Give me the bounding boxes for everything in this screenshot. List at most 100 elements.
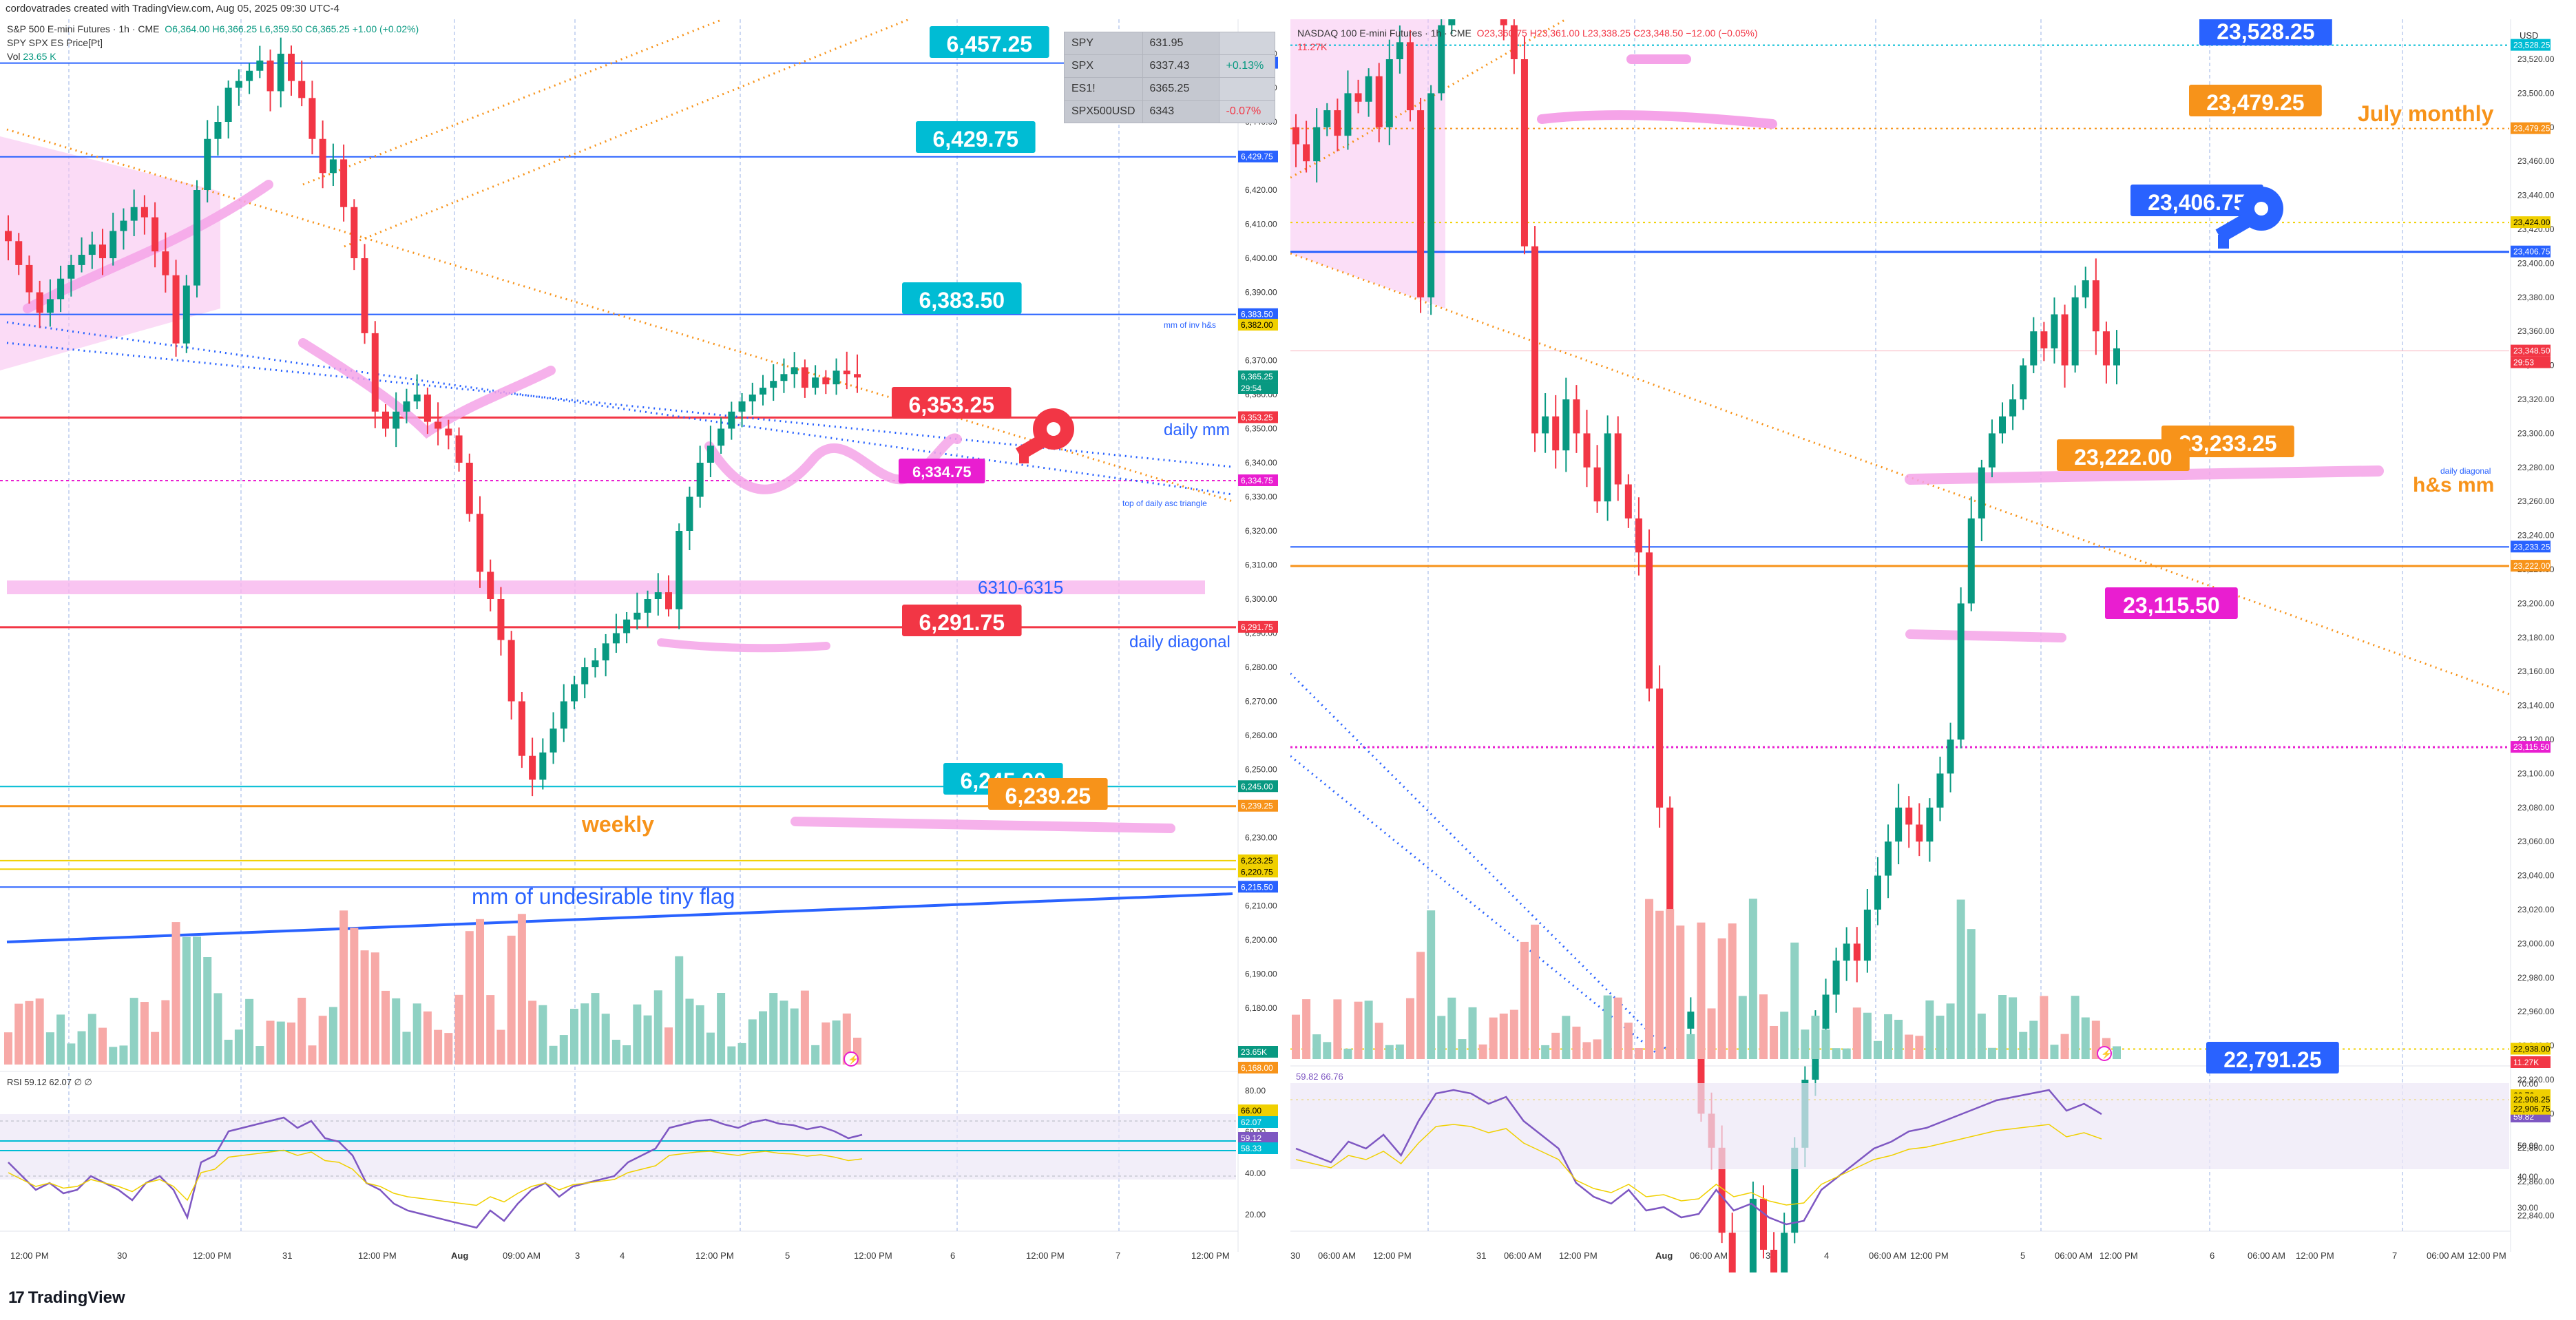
candle-body [1624, 484, 1632, 518]
volume-bar [193, 936, 201, 1065]
key-icon [2215, 187, 2283, 249]
price-level-badge: 23,479.25 [2206, 90, 2304, 115]
axis-price-tag-bg [2511, 245, 2551, 258]
volume-bar [1593, 1039, 1602, 1059]
rsi-band [0, 1114, 1236, 1180]
candle-body [1863, 910, 1871, 961]
volume-bar [664, 1027, 673, 1065]
volume-bar [1936, 1016, 1945, 1059]
axis-price-tag: 23,528.25 [2513, 41, 2551, 50]
candle-body [1510, 25, 1518, 59]
y-tick: 6,370.00 [1245, 356, 1277, 366]
price-level-badge: 6,457.25 [947, 32, 1033, 56]
candle-body [1967, 518, 1975, 604]
volume-bar [2060, 1034, 2069, 1059]
y-tick: 6,350.00 [1245, 424, 1277, 434]
volume-bar [601, 1014, 610, 1065]
volume-bar [1801, 1029, 1810, 1059]
left-chart-canvas[interactable]: USD6,460.006,450.006,440.006,430.006,420… [0, 19, 1288, 1272]
candle-body [15, 241, 23, 265]
y-tick: 22,840.00 [2517, 1211, 2555, 1221]
candle-body [1635, 518, 1642, 553]
candle-body [46, 299, 54, 313]
volume-bar [1624, 1023, 1633, 1059]
candle-body [172, 275, 180, 344]
volume-bar [549, 1045, 558, 1065]
left-chart-panel[interactable]: USD6,460.006,450.006,440.006,430.006,420… [0, 19, 1288, 1272]
price-level-badge: 6,334.75 [912, 463, 972, 481]
axis-price-tag: 6,365.25 [1241, 372, 1273, 381]
rsi-axis-tag-bg [1238, 1116, 1278, 1128]
y-tick: 23,320.00 [2517, 395, 2555, 404]
quote-change: -0.07% [1218, 100, 1275, 123]
x-label: 12:00 PM [1373, 1250, 1412, 1261]
volume-bar [1666, 909, 1675, 1059]
axis-price-tag-bg [1238, 411, 1278, 423]
quote-change [1218, 32, 1275, 55]
price-level-badge: 22,791.25 [2223, 1047, 2321, 1072]
quote-row[interactable]: SPX500USD 6343 -0.07% [1064, 100, 1275, 123]
candle-body [1438, 25, 1445, 94]
volume-bar [1572, 1026, 1581, 1059]
candle-body [36, 292, 43, 313]
candle-body [1843, 943, 1850, 961]
x-label: 12:00 PM [854, 1250, 892, 1261]
right-chart-panel[interactable]: USD23,520.0023,500.0023,480.0023,460.002… [1290, 19, 2576, 1272]
rsi-tick: 20.00 [1245, 1210, 1266, 1219]
axis-price-tag-bg [1238, 620, 1278, 633]
candle-body [2030, 331, 2038, 366]
candle-body [1759, 1198, 1767, 1250]
axis-price-tag-bg [2511, 344, 2551, 357]
axis-price-tag: 22,906.75 [2513, 1104, 2551, 1114]
x-label: 30 [1290, 1250, 1300, 1261]
axis-price-tag-bg [2511, 1093, 2551, 1106]
quote-row[interactable]: SPY 631.95 [1064, 32, 1275, 55]
candle-body [266, 60, 274, 92]
rsi-line [8, 1116, 863, 1229]
candle-body [1957, 603, 1965, 740]
volume-bar [800, 990, 809, 1065]
quote-row[interactable]: ES1! 6365.25 [1064, 77, 1275, 101]
volume-bar [779, 1001, 788, 1065]
volume-bar [1645, 899, 1654, 1059]
quote-symbol: SPY [1064, 32, 1143, 55]
candle-body [1832, 961, 1840, 995]
axis-price-tag: 6,168.00 [1241, 1063, 1273, 1073]
annotation-daily-diagonal: daily diagonal [1129, 633, 1231, 651]
volume-bar [1770, 1025, 1779, 1059]
candle-body [612, 633, 620, 644]
y-tick: 23,140.00 [2517, 701, 2555, 711]
volume-bar [1562, 1016, 1571, 1059]
candle-body [833, 370, 840, 385]
candle-body [67, 264, 75, 279]
volume-bar [821, 1022, 830, 1065]
axis-price-tag-bg [1238, 150, 1278, 163]
candle-body [728, 411, 735, 429]
candle-body [1905, 807, 1913, 825]
volume-bar [1333, 999, 1342, 1059]
tradingview-logo[interactable]: 17 TradingView [8, 1288, 125, 1307]
volume-bar [559, 1035, 568, 1065]
volume-bar [2009, 997, 2018, 1059]
y-tick: 6,400.00 [1245, 253, 1277, 263]
right-chart-canvas[interactable]: USD23,520.0023,500.0023,480.0023,460.002… [1290, 19, 2576, 1272]
quote-row[interactable]: SPX 6337.43 +0.13% [1064, 54, 1275, 78]
annotation-zone: 6310-6315 [978, 577, 1063, 598]
candle-body [434, 421, 442, 429]
volume-bar [77, 1031, 86, 1065]
volume-bar [517, 914, 526, 1065]
volume-bar [350, 928, 359, 1065]
x-label: 12:00 PM [1191, 1250, 1230, 1261]
right-ohlc: O23,360.75 H23,361.00 L23,338.25 C23,348… [1476, 28, 1758, 39]
volume-bar [1676, 925, 1685, 1059]
volume-bar [507, 935, 516, 1065]
volume-bar [1905, 1034, 1914, 1059]
volume-bar [98, 1027, 107, 1065]
candle-body [120, 220, 127, 231]
volume-bar [1977, 1014, 1986, 1059]
volume-bar [1925, 1000, 1934, 1059]
volume-bar [1811, 1016, 1820, 1059]
drawing-stroke [790, 817, 1175, 833]
left-legend-symbol: S&P 500 E-mini Futures · 1h · CME O6,364… [7, 23, 419, 34]
volume-bar [633, 1004, 642, 1065]
